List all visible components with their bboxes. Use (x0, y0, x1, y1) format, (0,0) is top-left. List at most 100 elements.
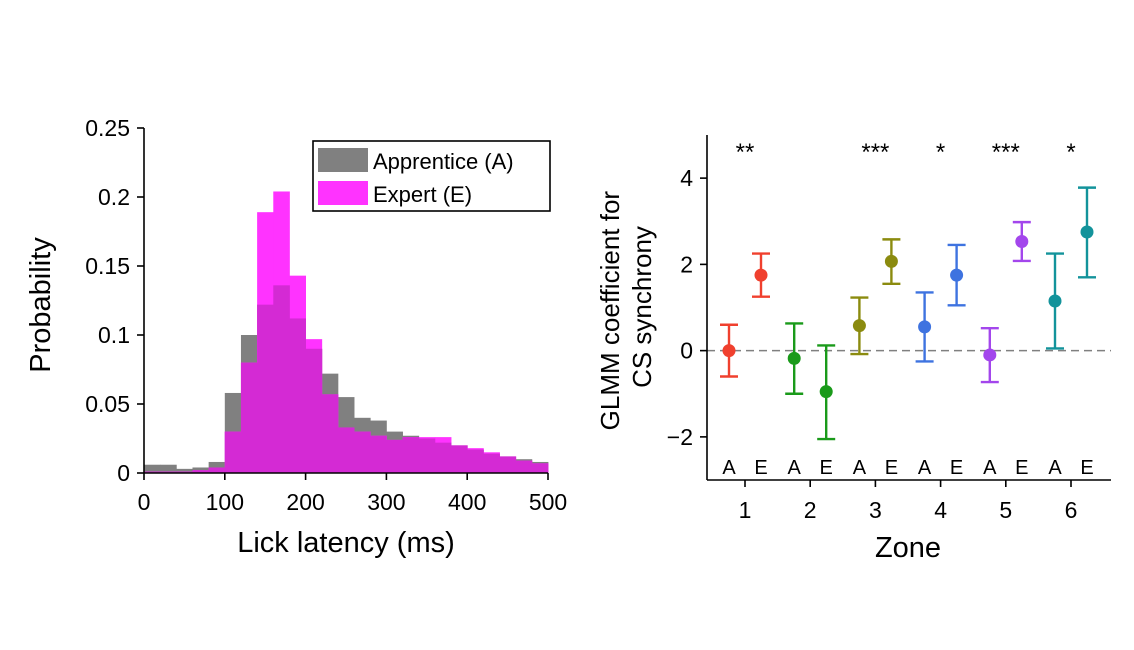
overlap-bar (418, 438, 436, 473)
overlap-bar (515, 460, 533, 473)
y-tick-label: 0 (680, 338, 693, 364)
x-tick-label: 400 (448, 489, 486, 515)
zone-5-E-errorbar (1012, 220, 1031, 263)
coefficient-point (722, 344, 736, 358)
y-tick-label: 0.15 (85, 253, 130, 279)
group-label-E: E (1015, 457, 1028, 479)
coefficient-y-label: GLMM coefficient for CS synchrony (595, 184, 657, 431)
coefficient-point (1048, 294, 1062, 308)
zone-1-E-errorbar (752, 252, 770, 298)
y-tick-label: −2 (667, 424, 693, 450)
apprentice-bar (176, 468, 193, 473)
zone-tick-label: 5 (999, 497, 1012, 523)
apprentice-bar (160, 464, 177, 473)
histogram-legend: Apprentice (A) Expert (E) (312, 140, 551, 212)
overlap-bar (224, 431, 242, 473)
overlap-bar (192, 470, 210, 473)
y-tick-label: 4 (680, 165, 693, 191)
y-tick-label: 0.1 (98, 322, 130, 348)
overlap-bar (370, 435, 387, 473)
coefficient-point (754, 268, 768, 282)
y-tick-label: 2 (680, 251, 693, 277)
coefficient-x-label: Zone (875, 532, 941, 564)
y-tick-label: 0.2 (98, 184, 130, 210)
zone-tick-label: 4 (934, 497, 947, 523)
overlap-bar (208, 467, 226, 473)
zone-tick-label: 3 (869, 497, 882, 523)
coefficient-point (1080, 225, 1094, 239)
overlap-bar (386, 439, 403, 473)
zone-6-A-errorbar (1046, 252, 1064, 350)
group-label-E: E (1080, 457, 1093, 479)
x-tick-label: 0 (138, 489, 151, 515)
overlap-bar (321, 394, 339, 473)
zone-1-A-errorbar (720, 323, 738, 378)
x-tick-label: 500 (529, 489, 567, 515)
coefficient-error-bars (720, 186, 1096, 441)
coefficient-point (1015, 235, 1029, 249)
coefficient-point (852, 319, 866, 333)
overlap-bar (499, 456, 517, 473)
coefficient-y-label-line-1: GLMM coefficient for (595, 191, 625, 431)
overlap-bar (434, 442, 452, 473)
zone-5-A-errorbar (980, 327, 999, 384)
overlap-histogram-bars (144, 285, 549, 473)
zone-tick-label: 6 (1065, 497, 1078, 523)
group-label-E: E (820, 457, 833, 479)
coefficient-point (950, 268, 964, 282)
significance-zone-4: * (936, 139, 945, 166)
overlap-bar (273, 285, 290, 473)
histogram-panel: 0 100 200 300 400 500 0 0.05 0.1 0.15 0.2 0.25 Lic… (25, 115, 567, 559)
zone-3-A-errorbar (850, 296, 869, 356)
histogram-y-label: Probability (25, 237, 57, 373)
coefficient-point (884, 254, 898, 268)
overlap-bar (257, 304, 274, 473)
histogram-x-ticks: 0 100 200 300 400 500 (138, 473, 567, 515)
zone-tick-label: 1 (739, 497, 752, 523)
group-label-A: A (722, 457, 736, 479)
zone-2-A-errorbar (785, 322, 804, 395)
zone-3-E-errorbar (882, 238, 901, 285)
significance-zone-3: *** (861, 139, 889, 166)
x-tick-label: 100 (206, 489, 244, 515)
overlap-bar (354, 431, 371, 473)
group-label-A: A (1048, 457, 1062, 479)
significance-zone-6: * (1066, 139, 1075, 166)
overlap-bar (467, 449, 484, 473)
group-label-A: A (918, 457, 932, 479)
group-label-E: E (950, 457, 963, 479)
overlap-bar (289, 318, 306, 473)
overlap-bar (240, 362, 258, 473)
overlap-bar (483, 453, 500, 473)
coefficient-point (918, 320, 932, 334)
y-tick-label: 0 (117, 460, 130, 486)
significance-zone-5: *** (992, 139, 1020, 166)
coefficient-point (819, 385, 833, 399)
apprentice-bar (208, 461, 226, 473)
zone-tick-label: 2 (804, 497, 817, 523)
x-tick-label: 200 (286, 489, 324, 515)
significance-labels: ** *** * *** * (736, 139, 1076, 166)
x-tick-label: 300 (367, 489, 405, 515)
coefficient-point (787, 351, 801, 365)
coefficient-y-label-line-2: CS synchrony (627, 226, 657, 388)
overlap-bar (402, 437, 420, 473)
y-tick-label: 0.25 (85, 115, 130, 141)
group-label-A: A (788, 457, 802, 479)
apprentice-bar (144, 464, 161, 473)
group-label-E: E (885, 457, 898, 479)
coefficient-point (983, 348, 997, 362)
coefficient-y-ticks: −2 0 2 4 (667, 165, 707, 450)
zone-4-A-errorbar (915, 291, 934, 363)
overlap-bar (531, 463, 549, 473)
legend-label-apprentice: Apprentice (A) (373, 149, 514, 174)
overlap-bar (337, 427, 355, 473)
legend-swatch-apprentice (318, 148, 368, 172)
histogram-x-label: Lick latency (ms) (237, 527, 455, 559)
histogram-y-ticks: 0 0.05 0.1 0.15 0.2 0.25 (85, 115, 144, 486)
overlap-bar (305, 348, 323, 473)
significance-zone-1: ** (736, 139, 755, 166)
